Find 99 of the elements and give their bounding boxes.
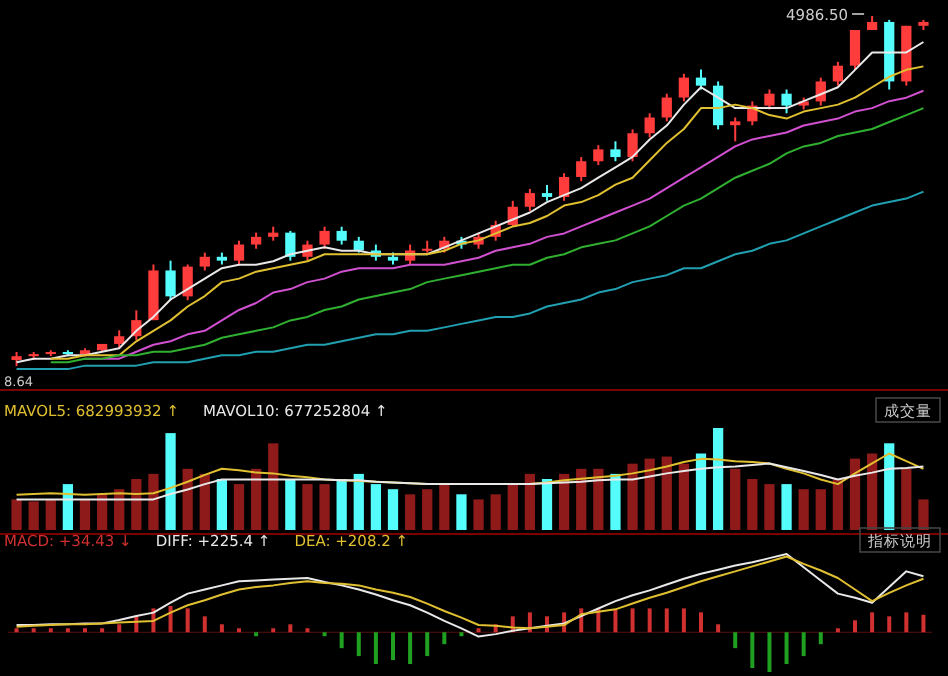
bar [750,632,755,669]
candlestick [524,187,536,212]
bar [148,473,159,530]
bar [507,484,518,530]
bar [681,608,686,633]
candlestick [233,239,245,266]
bar [168,606,173,633]
candlestick [695,68,707,91]
bar [250,468,262,530]
bar [339,632,344,649]
bar [302,484,313,530]
bar [921,614,926,633]
candlestick [165,259,176,302]
bar [288,624,293,633]
bar [356,632,361,657]
bar [185,608,190,633]
bar [404,494,416,530]
bar [439,484,450,530]
bar [593,468,604,530]
candlestick [730,116,741,143]
bar [747,479,758,530]
bar [182,468,193,530]
bar [699,612,703,633]
bar [695,453,707,530]
bar [79,499,91,530]
bar [918,499,929,530]
bar [818,632,823,645]
bar [730,468,741,530]
candlestick [627,128,638,163]
bar [285,479,296,530]
bar [353,473,364,530]
candlestick [832,60,844,87]
bar [391,632,395,661]
bar [853,620,857,633]
bar [11,499,22,530]
bar [815,489,826,530]
bar [370,484,382,530]
bar [781,484,792,530]
candlestick [319,225,330,250]
bar [541,479,553,530]
bar [801,632,806,657]
bar [678,463,690,530]
bar [473,499,484,530]
bar [219,624,224,633]
bar [767,632,772,672]
candlestick [764,88,775,111]
bar [408,632,413,665]
bar [442,632,447,645]
bar [901,468,912,530]
bar [610,473,621,530]
bar [647,608,652,633]
bar [576,468,587,530]
bar [627,463,638,530]
candlestick [849,29,861,71]
bar [716,624,721,633]
bar [373,632,378,665]
bar [490,494,501,530]
bar [45,499,56,530]
bar [216,479,228,530]
bar [849,458,861,530]
bar [784,632,789,665]
bar [733,632,738,649]
bar [165,433,176,530]
candlestick [593,144,604,167]
bar [202,616,207,633]
bar [387,489,399,530]
candlestick [576,156,587,183]
bar [319,484,330,530]
bar [832,479,844,530]
candlestick [661,92,672,123]
bar [233,484,245,530]
bar [887,616,892,633]
bar [425,632,430,657]
bar [456,494,467,530]
bar [268,443,279,530]
bar [644,458,655,530]
bar [558,473,570,530]
bar [664,608,669,633]
bar [764,484,775,530]
bar [422,489,433,530]
candlestick [678,72,690,103]
candlestick [781,88,792,115]
bar [798,489,809,530]
bar [336,479,347,530]
bar [630,608,635,633]
candlestick [610,140,621,163]
bar [131,479,142,530]
bar [661,456,672,530]
bar [884,443,895,530]
bar [613,609,618,633]
bar [904,612,909,633]
bar [712,428,724,530]
bar [117,624,122,633]
candlestick [644,112,655,139]
bar [199,473,210,530]
bar [870,612,875,633]
bar [96,494,108,530]
bar [28,501,39,530]
bar [524,473,536,530]
